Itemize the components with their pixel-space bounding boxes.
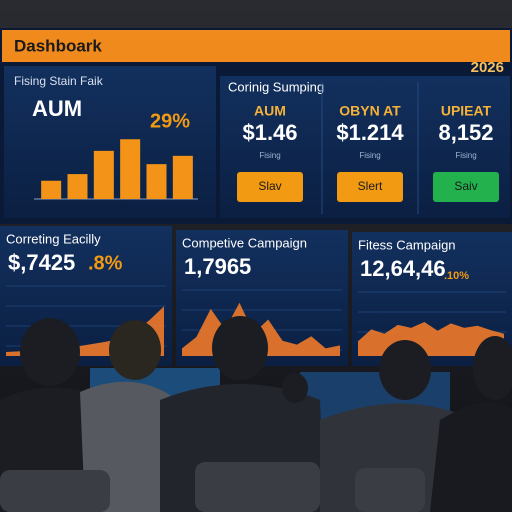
campaign-title: Correting Eacilly <box>6 231 101 246</box>
kpi-label: AUM <box>254 103 286 119</box>
kpi-sub: Fising <box>259 151 280 160</box>
header-year: 2026 <box>471 59 504 76</box>
kpi-button-label[interactable]: Slav <box>258 179 281 193</box>
kpi-value: 8,152 <box>438 120 493 145</box>
kpi-button-label[interactable]: Slert <box>358 179 383 193</box>
kpi-value: $1.46 <box>242 120 297 145</box>
kpi-button[interactable] <box>337 172 403 202</box>
kpi-label: UPIEAT <box>441 103 492 119</box>
kpi-section-title: Corinig Sumping <box>228 79 324 94</box>
bar <box>41 180 62 199</box>
audience <box>0 316 512 512</box>
kpi-button[interactable] <box>433 172 499 202</box>
header-bar <box>2 30 510 62</box>
bar <box>120 139 141 199</box>
campaign-value: 1,7965 <box>184 254 251 279</box>
main-metric: AUM <box>32 96 82 121</box>
header-title: Dashboark <box>14 36 102 55</box>
kpi-sub: Fising <box>455 151 476 160</box>
kpi-button-label[interactable]: Saiv <box>454 179 477 193</box>
campaign-change: .8% <box>88 252 123 274</box>
bar <box>146 164 167 199</box>
campaign-title: Competive Campaign <box>182 235 307 250</box>
kpi-value: $1.214 <box>336 120 404 145</box>
kpi-sub: Fising <box>359 151 380 160</box>
bar <box>93 150 114 199</box>
main-title: Fising Stain Faik <box>14 74 104 88</box>
campaign-value: 12,64,46 <box>360 256 446 281</box>
bar <box>67 174 88 199</box>
kpi-button[interactable] <box>237 172 303 202</box>
campaign-title: Fitess Campaign <box>358 237 456 252</box>
campaign-change: .10% <box>444 270 469 282</box>
main-change: 29% <box>150 110 190 132</box>
bar <box>172 155 193 199</box>
campaign-value: $,7425 <box>8 250 75 275</box>
kpi-label: OBYN AT <box>339 103 401 119</box>
